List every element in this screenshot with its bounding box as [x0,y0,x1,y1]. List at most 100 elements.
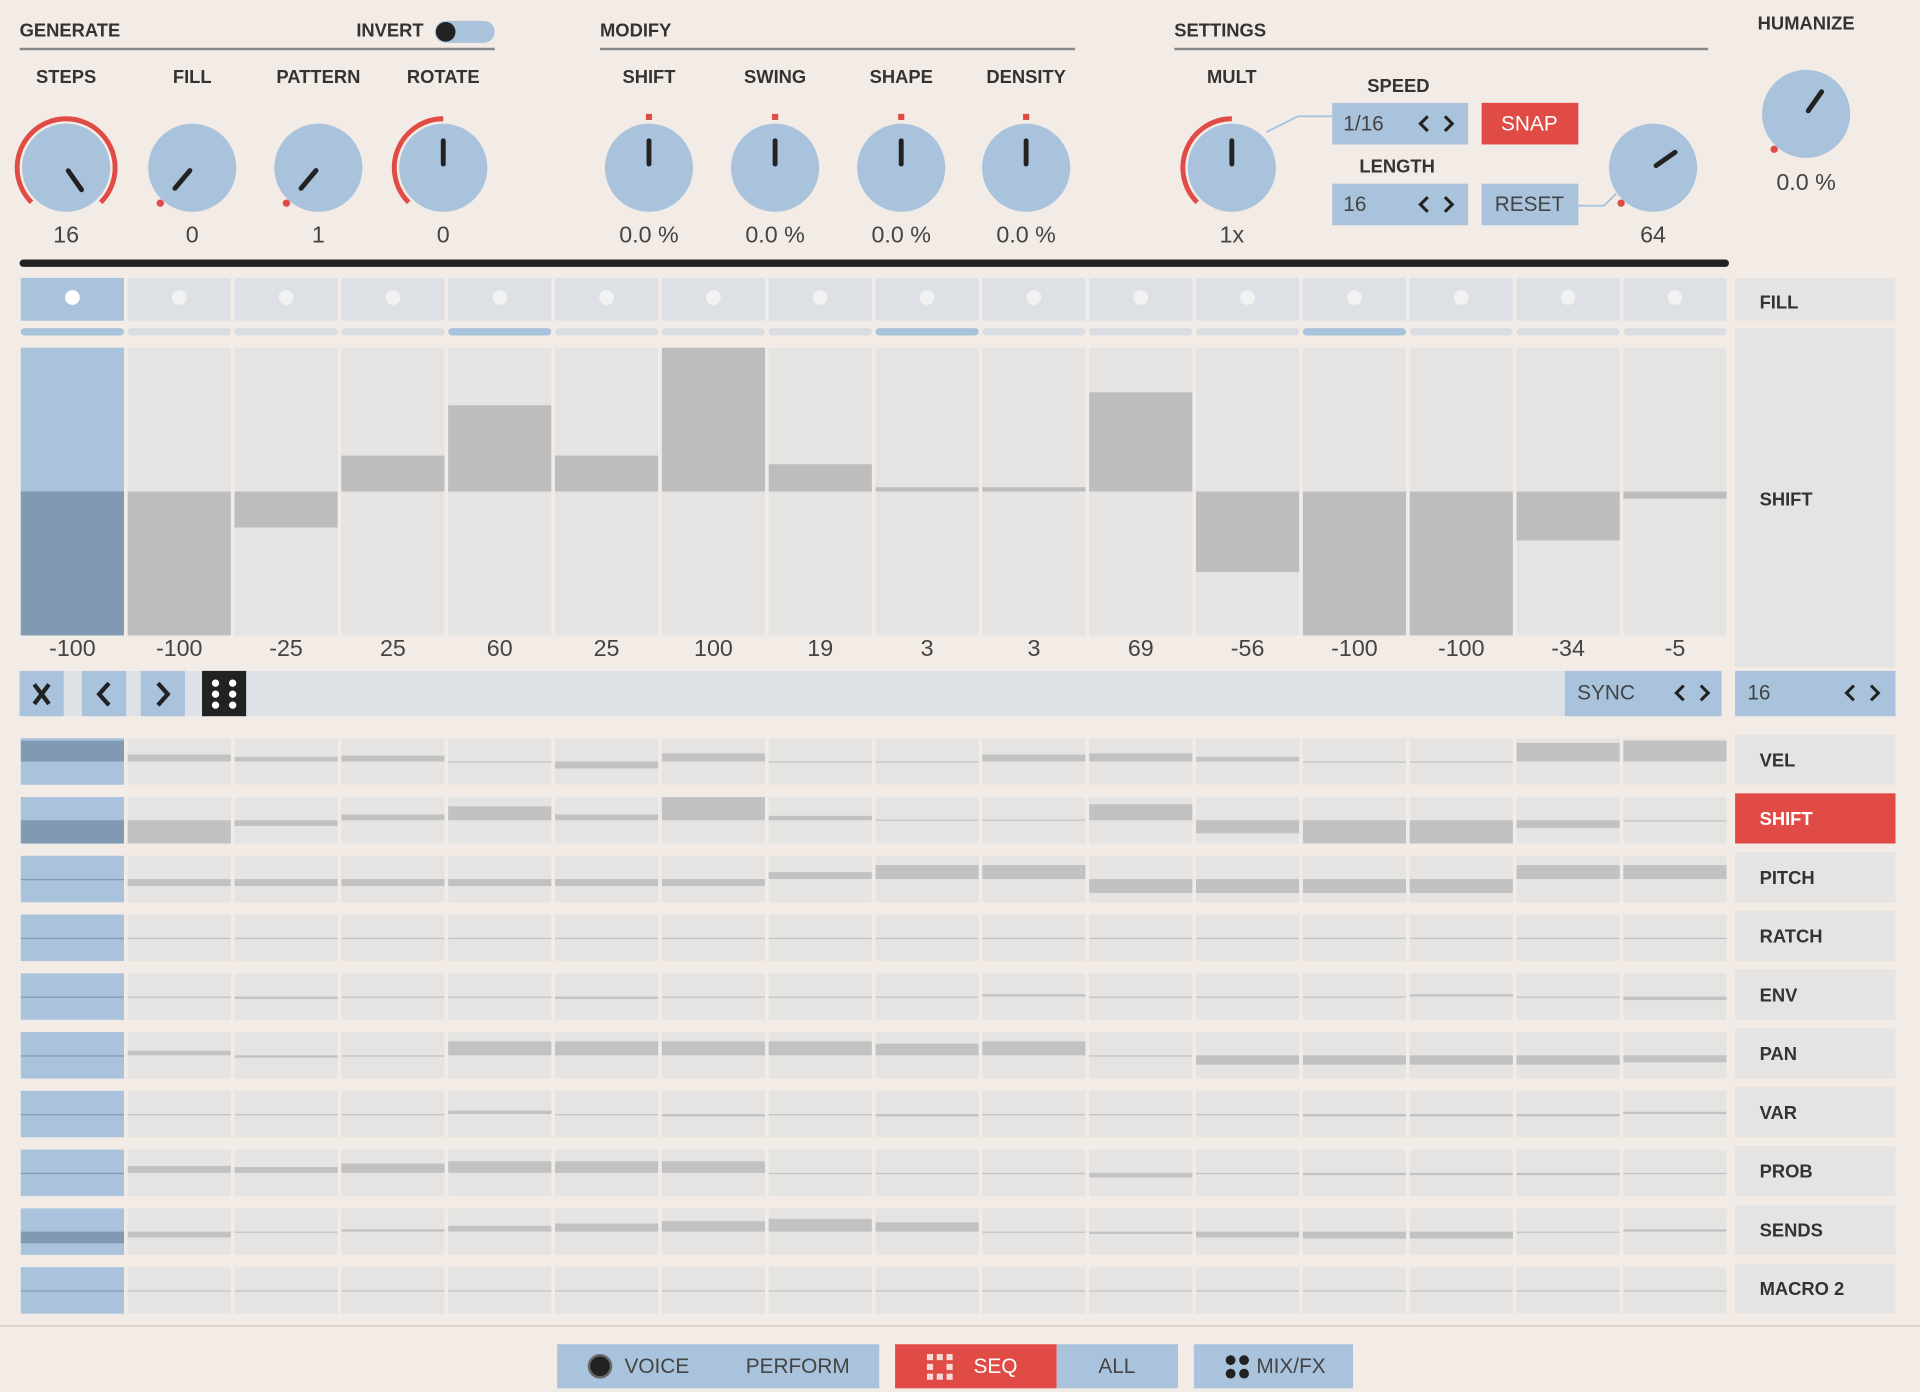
prev-button[interactable] [82,670,127,717]
lane-cell[interactable] [1623,1208,1727,1255]
snap-button[interactable]: SNAP [1481,102,1579,145]
lane-cell[interactable] [555,973,659,1020]
lane-label-box[interactable] [1735,1028,1896,1079]
lane-bar [1623,1229,1727,1232]
lane-cell[interactable] [875,973,979,1020]
lane-label-box[interactable] [1735,793,1896,844]
length-selector[interactable]: 16 [1332,183,1469,226]
lane-cell[interactable] [1623,973,1727,1020]
lane-cell[interactable] [768,973,872,1020]
sync-selector[interactable]: SYNC [1564,670,1722,717]
shift-cell[interactable] [982,347,1086,636]
speed-label: SPEED [1367,75,1429,96]
lane-cell[interactable] [448,973,552,1020]
lane-bar [661,1221,765,1232]
lane-label-box[interactable] [1735,852,1896,903]
lane-cell[interactable] [341,1032,445,1079]
knob[interactable] [604,113,694,212]
lane-cell[interactable] [1302,1032,1407,1079]
lane-cell[interactable] [661,973,765,1020]
knob[interactable] [1608,123,1698,212]
lane-bar [20,740,124,762]
shift-cell[interactable] [875,347,979,636]
shift-cell[interactable] [448,347,552,636]
randomize-button[interactable] [202,670,247,717]
lane-bar [341,996,445,998]
lane-cell[interactable] [1516,1032,1620,1079]
lane-bar [448,1041,552,1056]
knob[interactable] [1762,69,1851,158]
lane-label-box[interactable] [1735,734,1896,785]
lane-bar [1089,1114,1193,1116]
knob-tick [1770,145,1778,154]
knob[interactable] [731,113,820,212]
lane-label-box[interactable] [1735,1145,1896,1197]
knob-value: 0 [186,221,199,247]
knob-tick [156,199,164,207]
knob[interactable] [14,116,118,212]
lane-label-box[interactable] [1735,969,1896,1020]
invert-toggle[interactable] [434,20,495,43]
lane-bar [1302,996,1407,998]
lane-cell[interactable] [1623,1032,1727,1079]
knob[interactable] [391,116,488,212]
lane-cell[interactable] [127,973,231,1020]
lane-cell[interactable] [20,1032,124,1079]
lane-cell[interactable] [1302,973,1407,1020]
lane-bar [448,996,552,998]
lane-cell[interactable] [341,973,445,1020]
lane-cell[interactable] [555,1208,659,1255]
lane-label-box[interactable] [1735,1204,1896,1255]
shift-cell[interactable] [768,347,872,636]
lane-cell[interactable] [234,973,338,1020]
lane-cell[interactable] [1409,1032,1513,1079]
next-button[interactable] [140,670,185,717]
lane-label-box[interactable] [1735,1087,1896,1138]
tab[interactable]: SEQ [973,1355,1017,1378]
lane-bar [1302,1290,1407,1292]
speed-selector[interactable]: 1/16 [1332,102,1469,145]
step-indicator [768,328,872,336]
lane-bar [1409,1231,1513,1239]
label-box [1735,328,1896,668]
tab[interactable]: VOICE [624,1355,689,1378]
lane-cell[interactable] [1516,973,1620,1020]
reset-button[interactable]: RESET [1481,183,1579,226]
shift-cell[interactable] [555,347,659,636]
lane-cell[interactable] [661,1208,765,1255]
lane-bar [768,1290,872,1292]
lane-label: ENV [1760,984,1799,1005]
knob[interactable] [982,113,1071,212]
shift-cell[interactable] [341,347,445,636]
lane-cell[interactable] [1089,1032,1193,1079]
lane-cell[interactable] [234,1032,338,1079]
clear-button[interactable] [19,670,64,717]
lane-bar [555,1223,659,1232]
tab[interactable]: MIX/FX [1256,1355,1325,1378]
tab[interactable]: PERFORM [746,1355,850,1378]
lane-bar [448,1290,552,1292]
lane-label-box[interactable] [1735,910,1896,962]
lane-cell[interactable] [448,1208,552,1255]
lane-label-box[interactable] [1735,1263,1896,1314]
shift-cell[interactable] [1089,347,1193,636]
lane-bar [448,806,552,821]
steps-selector[interactable]: 16 [1735,670,1896,717]
tab[interactable]: ALL [1098,1355,1135,1378]
lane-label: MACRO 2 [1760,1278,1845,1299]
shift-bar [555,455,659,492]
lane-cell[interactable] [341,1208,445,1255]
knob[interactable] [857,113,946,212]
step-indicator [1196,328,1300,336]
knob-value: 0.0 % [871,221,930,247]
lane-cell[interactable] [1196,1032,1300,1079]
lane-cell[interactable] [20,973,124,1020]
lane-cell[interactable] [1089,973,1193,1020]
knob[interactable] [148,123,237,212]
lane-bar [661,1041,765,1056]
lane-cell[interactable] [1196,973,1300,1020]
knob[interactable] [1180,116,1276,212]
lane-cell[interactable] [875,1208,979,1255]
knob[interactable] [274,123,363,212]
lane-cell[interactable] [768,1208,872,1255]
